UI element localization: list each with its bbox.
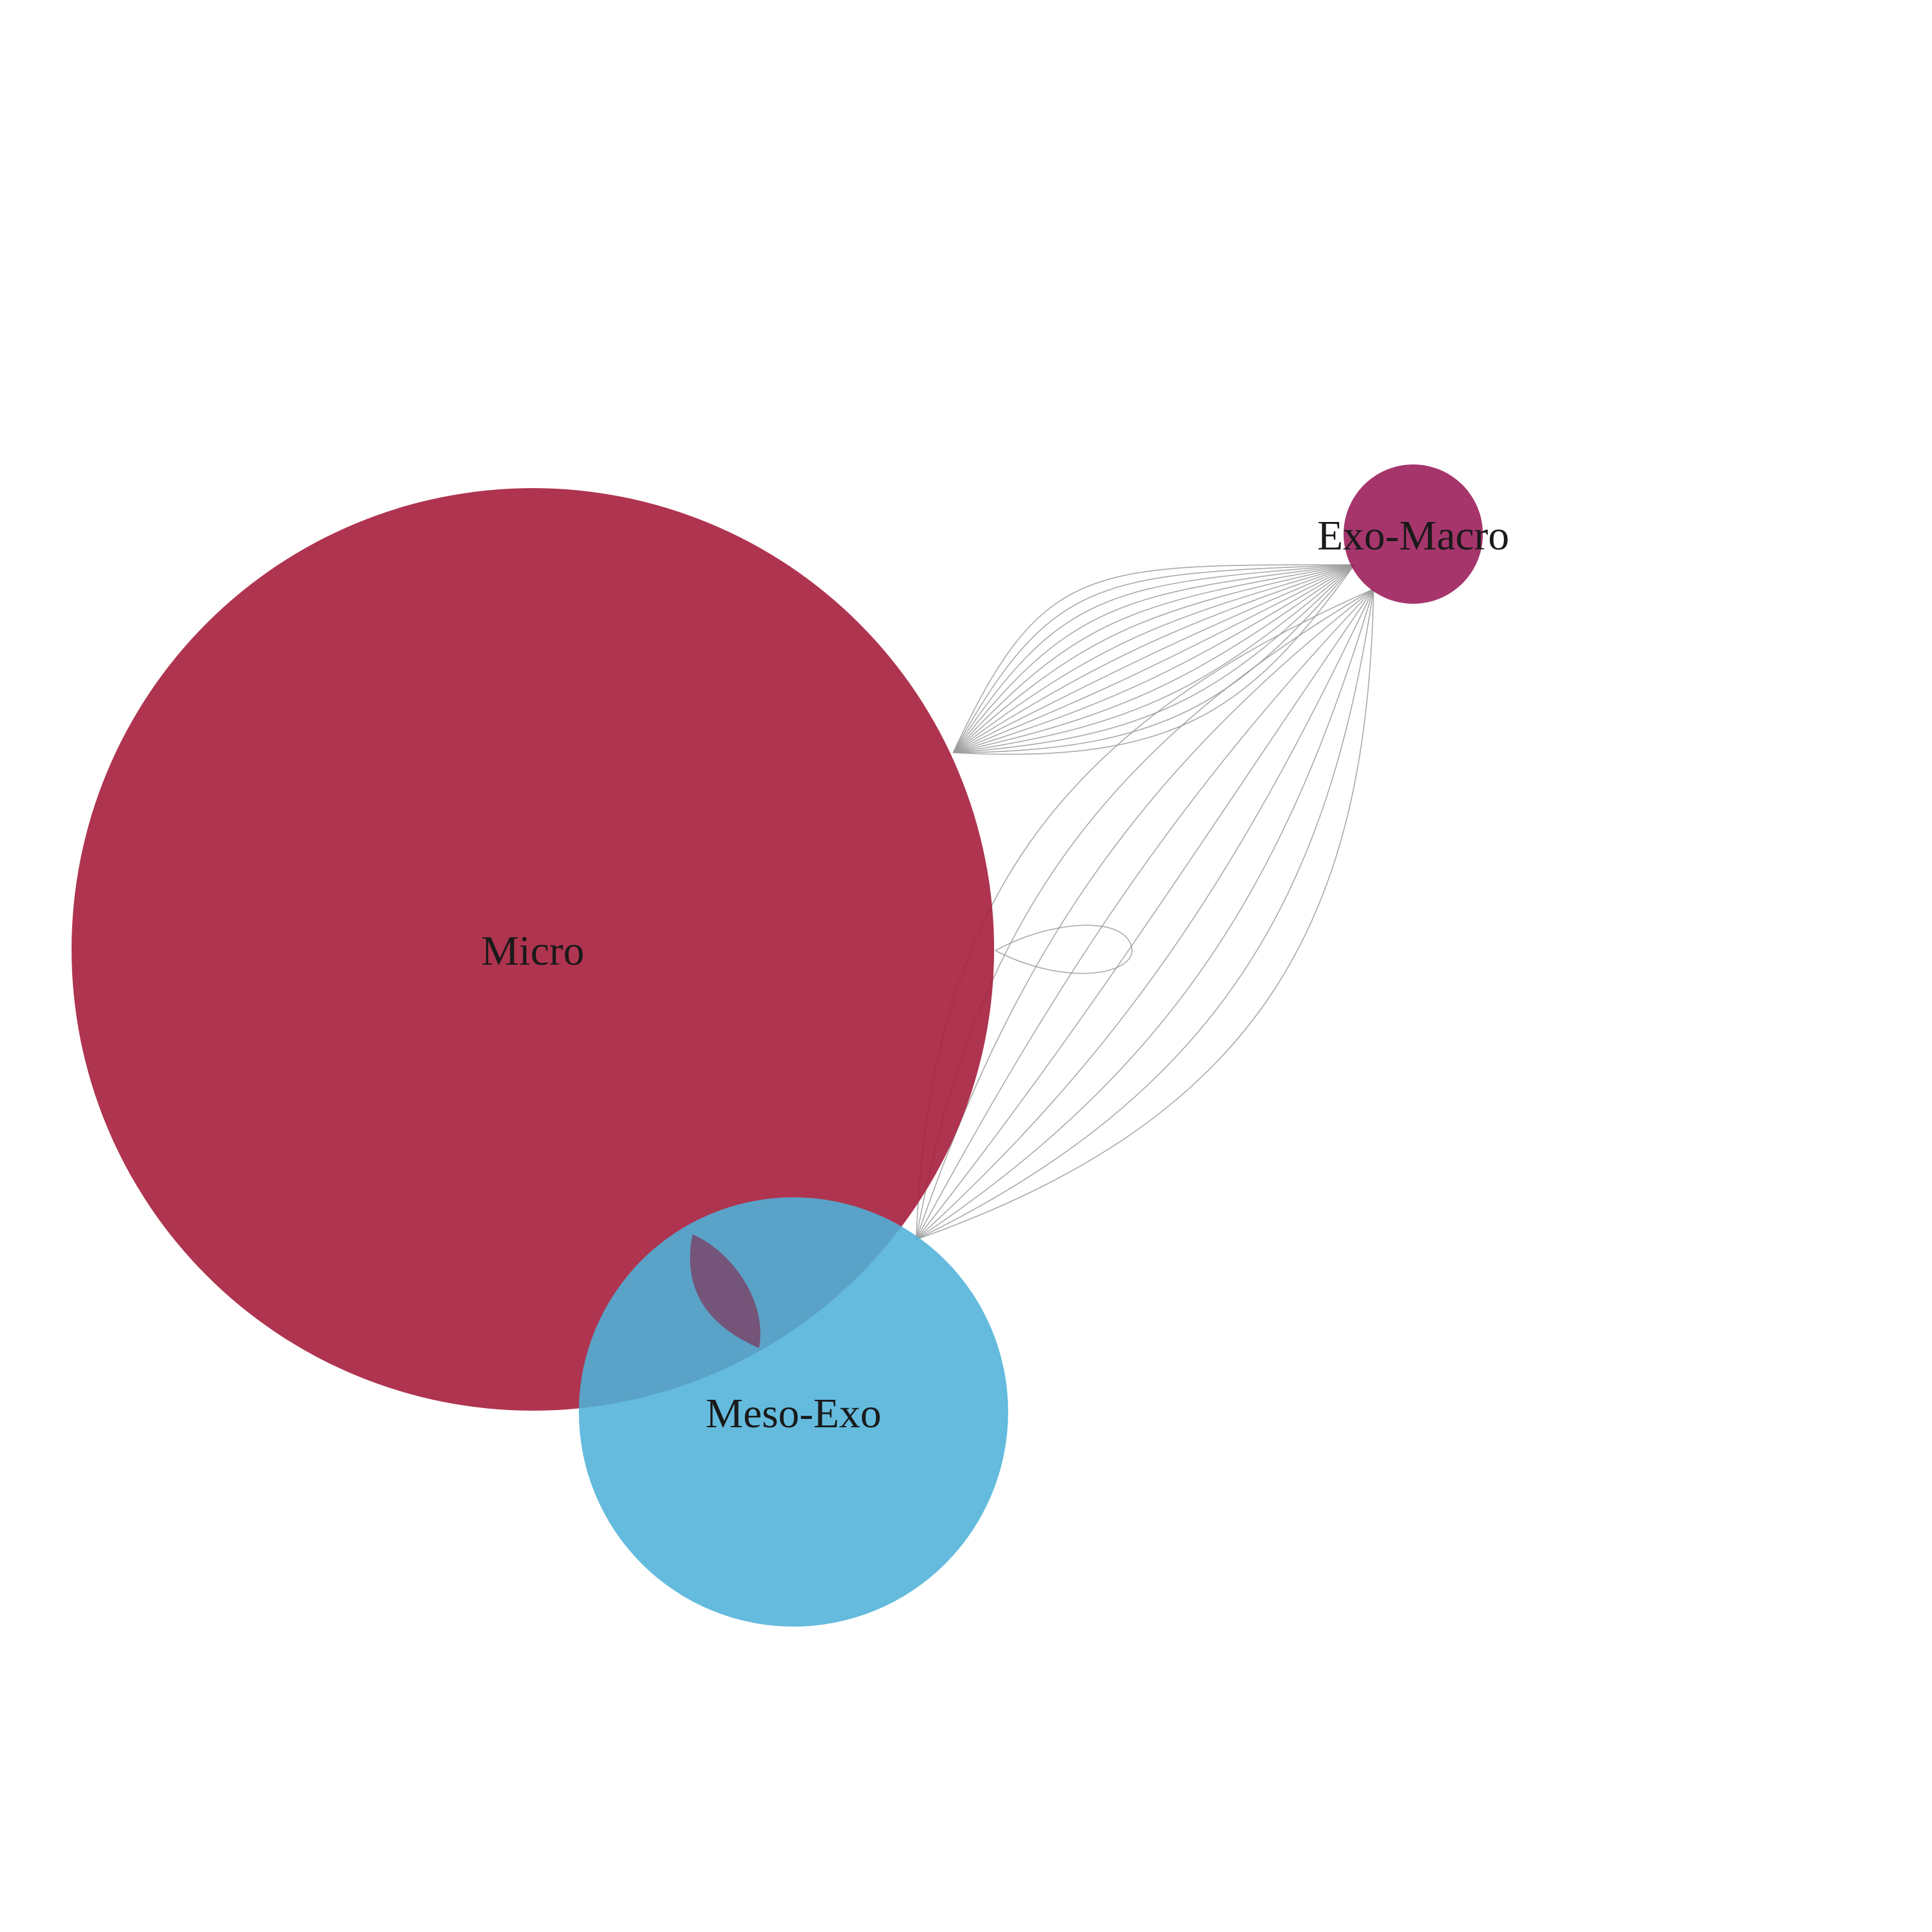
node-exo-macro[interactable] (1344, 464, 1483, 604)
node-micro-circle[interactable] (72, 488, 994, 1411)
edge-meso-exo-exo-macro (916, 588, 1374, 1240)
edge-micro-exo-macro (953, 564, 1355, 753)
overlap-layer (690, 1234, 761, 1348)
edge-micro-exo-macro (953, 564, 1355, 753)
edge-micro-exo-macro (953, 564, 1355, 753)
edge-micro-exo-macro (953, 564, 1355, 753)
edge-meso-exo-exo-macro (916, 588, 1374, 1240)
node-micro-label: Micro (481, 928, 584, 974)
edge-micro-exo-macro (953, 564, 1355, 753)
node-meso-exo-circle[interactable] (579, 1197, 1008, 1627)
edge-micro-exo-macro (953, 564, 1355, 753)
node-exo-macro-label: Exo-Macro (1317, 512, 1510, 559)
edge-micro-meso-exo (690, 1234, 761, 1348)
edge-micro-exo-macro (953, 564, 1355, 753)
node-meso-exo-label: Meso-Exo (706, 1390, 882, 1437)
node-micro[interactable] (72, 488, 994, 1411)
edge-micro-self-loop (995, 924, 1133, 974)
edge-meso-exo-exo-macro (916, 588, 1374, 1240)
edge-meso-exo-exo-macro (916, 588, 1374, 1240)
edge-micro-exo-macro (953, 564, 1355, 753)
edge-micro-exo-macro (953, 564, 1355, 753)
node-exo-macro-circle[interactable] (1344, 464, 1483, 604)
node-meso-exo[interactable] (579, 1197, 1008, 1627)
edge-micro-exo-macro (953, 564, 1355, 753)
edge-meso-exo-exo-macro (916, 588, 1374, 1240)
edge-micro-exo-macro (953, 564, 1355, 753)
edge-micro-exo-macro (953, 564, 1355, 753)
edge-meso-exo-exo-macro (916, 588, 1374, 1240)
edges-layer (916, 564, 1374, 1240)
edge-micro-exo-macro (953, 564, 1355, 753)
edge-micro-exo-macro (953, 564, 1355, 753)
edge-micro-exo-macro (953, 564, 1355, 753)
edge-micro-exo-macro (953, 564, 1355, 755)
